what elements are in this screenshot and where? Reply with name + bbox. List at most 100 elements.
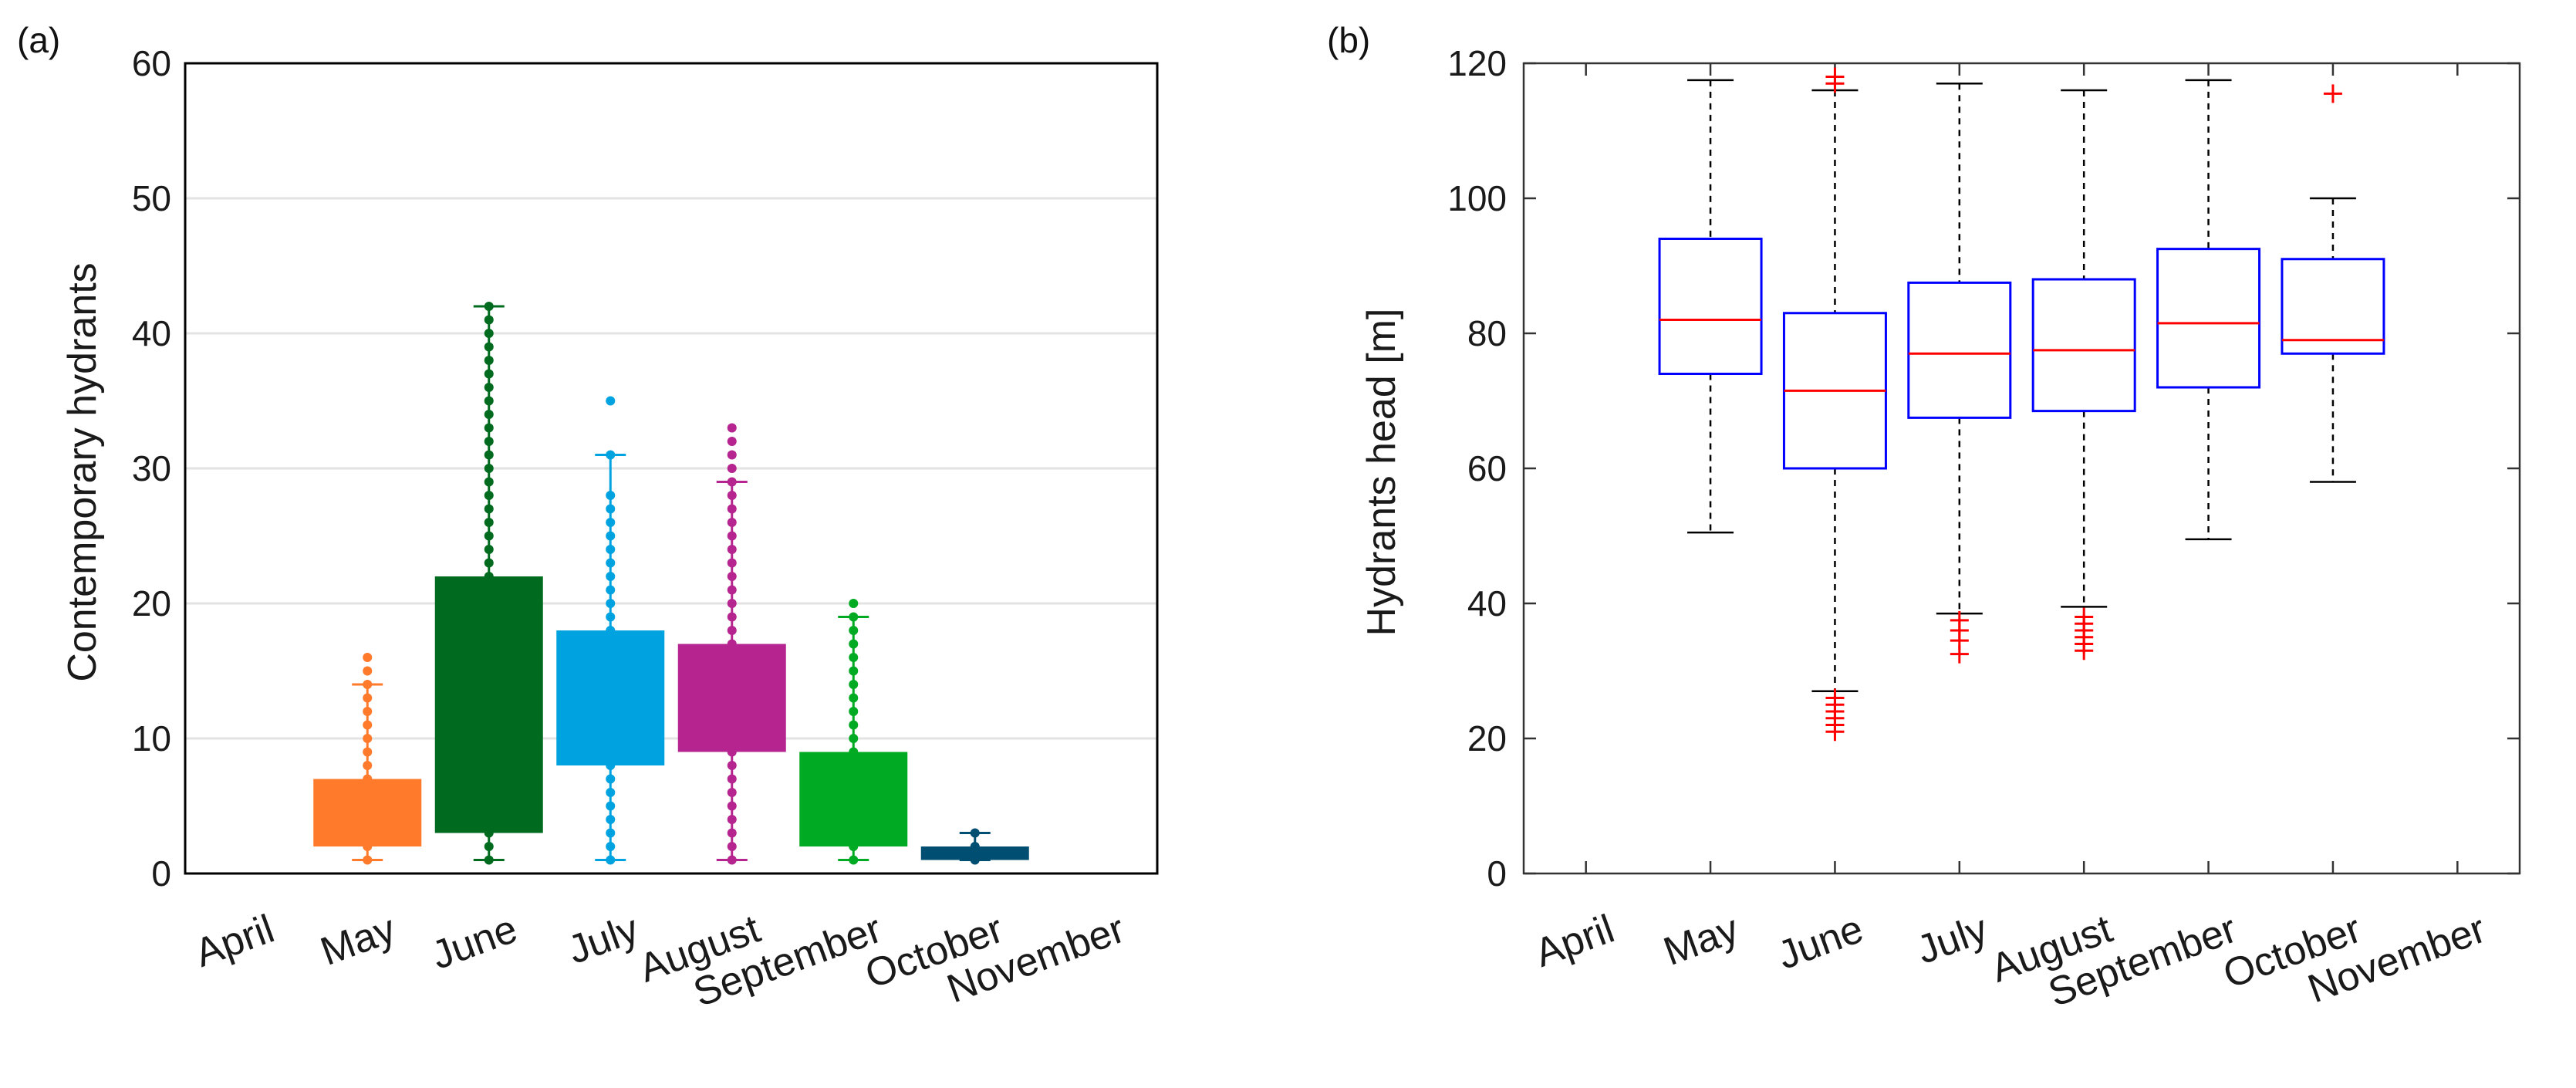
panel-a-data-point — [727, 572, 737, 581]
panel-a-data-point — [484, 410, 494, 419]
panel-a-data-point — [727, 477, 737, 487]
panel-a-data-point — [484, 734, 494, 743]
panel-a-data-point — [849, 801, 859, 811]
panel-a-data-point — [484, 369, 494, 379]
panel-b-box-august — [2031, 278, 2136, 413]
panel-a-data-point — [727, 747, 737, 757]
panel-a-data-point — [849, 788, 859, 797]
panel-a-data-point — [606, 599, 616, 608]
panel-a-data-point — [606, 680, 616, 689]
panel-a-plot-frame — [184, 62, 1159, 875]
panel-a-data-point — [606, 720, 616, 730]
panel-a-data-point — [727, 504, 737, 514]
panel-b-x-tick-label: July — [1911, 907, 1994, 973]
panel-a-x-tick-label: May — [315, 907, 401, 975]
panel-a-data-point — [484, 383, 494, 392]
panel-a-data-point — [727, 774, 737, 784]
panel-a-y-axis-title: Contemporary hydrants — [60, 262, 105, 681]
panel-a-y-tick-label: 40 — [132, 313, 171, 353]
panel-a-data-point — [727, 788, 737, 797]
panel-a-data-point — [606, 545, 616, 554]
panel-b-outlier-marker — [2075, 607, 2094, 627]
panel-a-data-point — [484, 828, 494, 838]
panel-a-chart: (a) Contemporary hydrants 0 10 20 30 40 50 60 A… — [17, 20, 1159, 1015]
panel-a-data-point — [484, 666, 494, 676]
panel-a-data-point — [849, 720, 859, 730]
panel-a-data-point — [606, 693, 616, 703]
panel-a-data-point — [727, 545, 737, 554]
panel-a-data-point — [363, 720, 373, 730]
panel-a-data-point — [606, 707, 616, 716]
panel-a-data-point — [727, 680, 737, 689]
panel-a-data-point — [727, 518, 737, 527]
panel-a-data-point — [484, 572, 494, 581]
panel-a-data-point — [484, 518, 494, 527]
panel-a-data-point — [849, 815, 859, 824]
panel-a-data-point — [727, 450, 737, 460]
panel-a-data-point — [970, 842, 980, 851]
panel-a-data-point — [727, 707, 737, 716]
panel-b-chart: (b) Hydrants head [m] 0 20 40 60 80 100 120 Apr… — [1327, 20, 2521, 1015]
panel-a-data-point — [727, 855, 737, 865]
panel-a-data-point — [484, 396, 494, 406]
panel-b-outlier-marker — [2323, 84, 2342, 103]
panel-a-data-point — [970, 828, 980, 838]
panel-a-data-point — [484, 639, 494, 649]
panel-b-y-tick-label: 40 — [1467, 583, 1507, 623]
panel-a-data-point — [606, 626, 616, 635]
panel-a-data-point — [484, 302, 494, 311]
panel-a-data-point — [727, 815, 737, 824]
panel-b-y-tick-label: 20 — [1467, 718, 1507, 759]
panel-a-data-point — [484, 423, 494, 433]
panel-b-outlier-marker — [1825, 67, 1845, 86]
panel-a-data-point — [363, 707, 373, 716]
panel-a-data-point — [484, 774, 494, 784]
panel-a-data-point — [484, 585, 494, 595]
panel-a-data-point — [849, 774, 859, 784]
panel-b-y-tick-label: 60 — [1467, 448, 1507, 488]
panel-a-data-point — [727, 423, 737, 433]
panel-a-data-point — [849, 842, 859, 851]
panel-a-data-point — [606, 734, 616, 743]
panel-a-data-point — [970, 855, 980, 865]
panel-b-box-july — [1907, 281, 2012, 419]
panel-b-x-tick-label: April — [1529, 907, 1620, 976]
panel-a-data-point — [484, 491, 494, 500]
panel-a-data-point — [606, 815, 616, 824]
panel-a-data-point — [484, 612, 494, 622]
panel-a-data-point — [849, 828, 859, 838]
panel-a-data-point — [484, 342, 494, 352]
panel-a-data-point — [727, 801, 737, 811]
panel-a-data-point — [849, 599, 859, 608]
panel-a-data-point — [606, 531, 616, 541]
panel-a-data-point — [727, 437, 737, 446]
panel-a-data-point — [727, 612, 737, 622]
panel-a-data-point — [849, 666, 859, 676]
panel-a-data-point — [606, 761, 616, 770]
panel-a-data-point — [606, 585, 616, 595]
panel-a-data-point — [484, 720, 494, 730]
panel-a-data-point — [727, 639, 737, 649]
panel-a-data-point — [606, 558, 616, 568]
panel-a-label: (a) — [17, 20, 60, 60]
panel-a-y-tick-label: 60 — [132, 43, 171, 83]
panel-b-y-tick-label: 0 — [1487, 853, 1507, 894]
panel-a-data-point — [727, 842, 737, 851]
panel-a-data-point — [727, 558, 737, 568]
panel-a-data-point — [849, 734, 859, 743]
panel-a-data-point — [727, 491, 737, 500]
panel-a-data-point — [484, 558, 494, 568]
panel-a-x-tick-label: April — [189, 907, 280, 976]
panel-a-data-point — [606, 518, 616, 527]
panel-a-data-point — [606, 747, 616, 757]
panel-a-data-point — [484, 761, 494, 770]
panel-a-data-point — [484, 437, 494, 446]
panel-a-data-point — [363, 828, 373, 838]
panel-a-data-point — [849, 680, 859, 689]
panel-a-data-point — [484, 653, 494, 662]
panel-a-data-point — [727, 585, 737, 595]
panel-a-data-point — [727, 761, 737, 770]
panel-b-y-tick-label: 80 — [1467, 313, 1507, 353]
panel-a-data-point — [849, 761, 859, 770]
panel-a-data-point — [606, 828, 616, 838]
